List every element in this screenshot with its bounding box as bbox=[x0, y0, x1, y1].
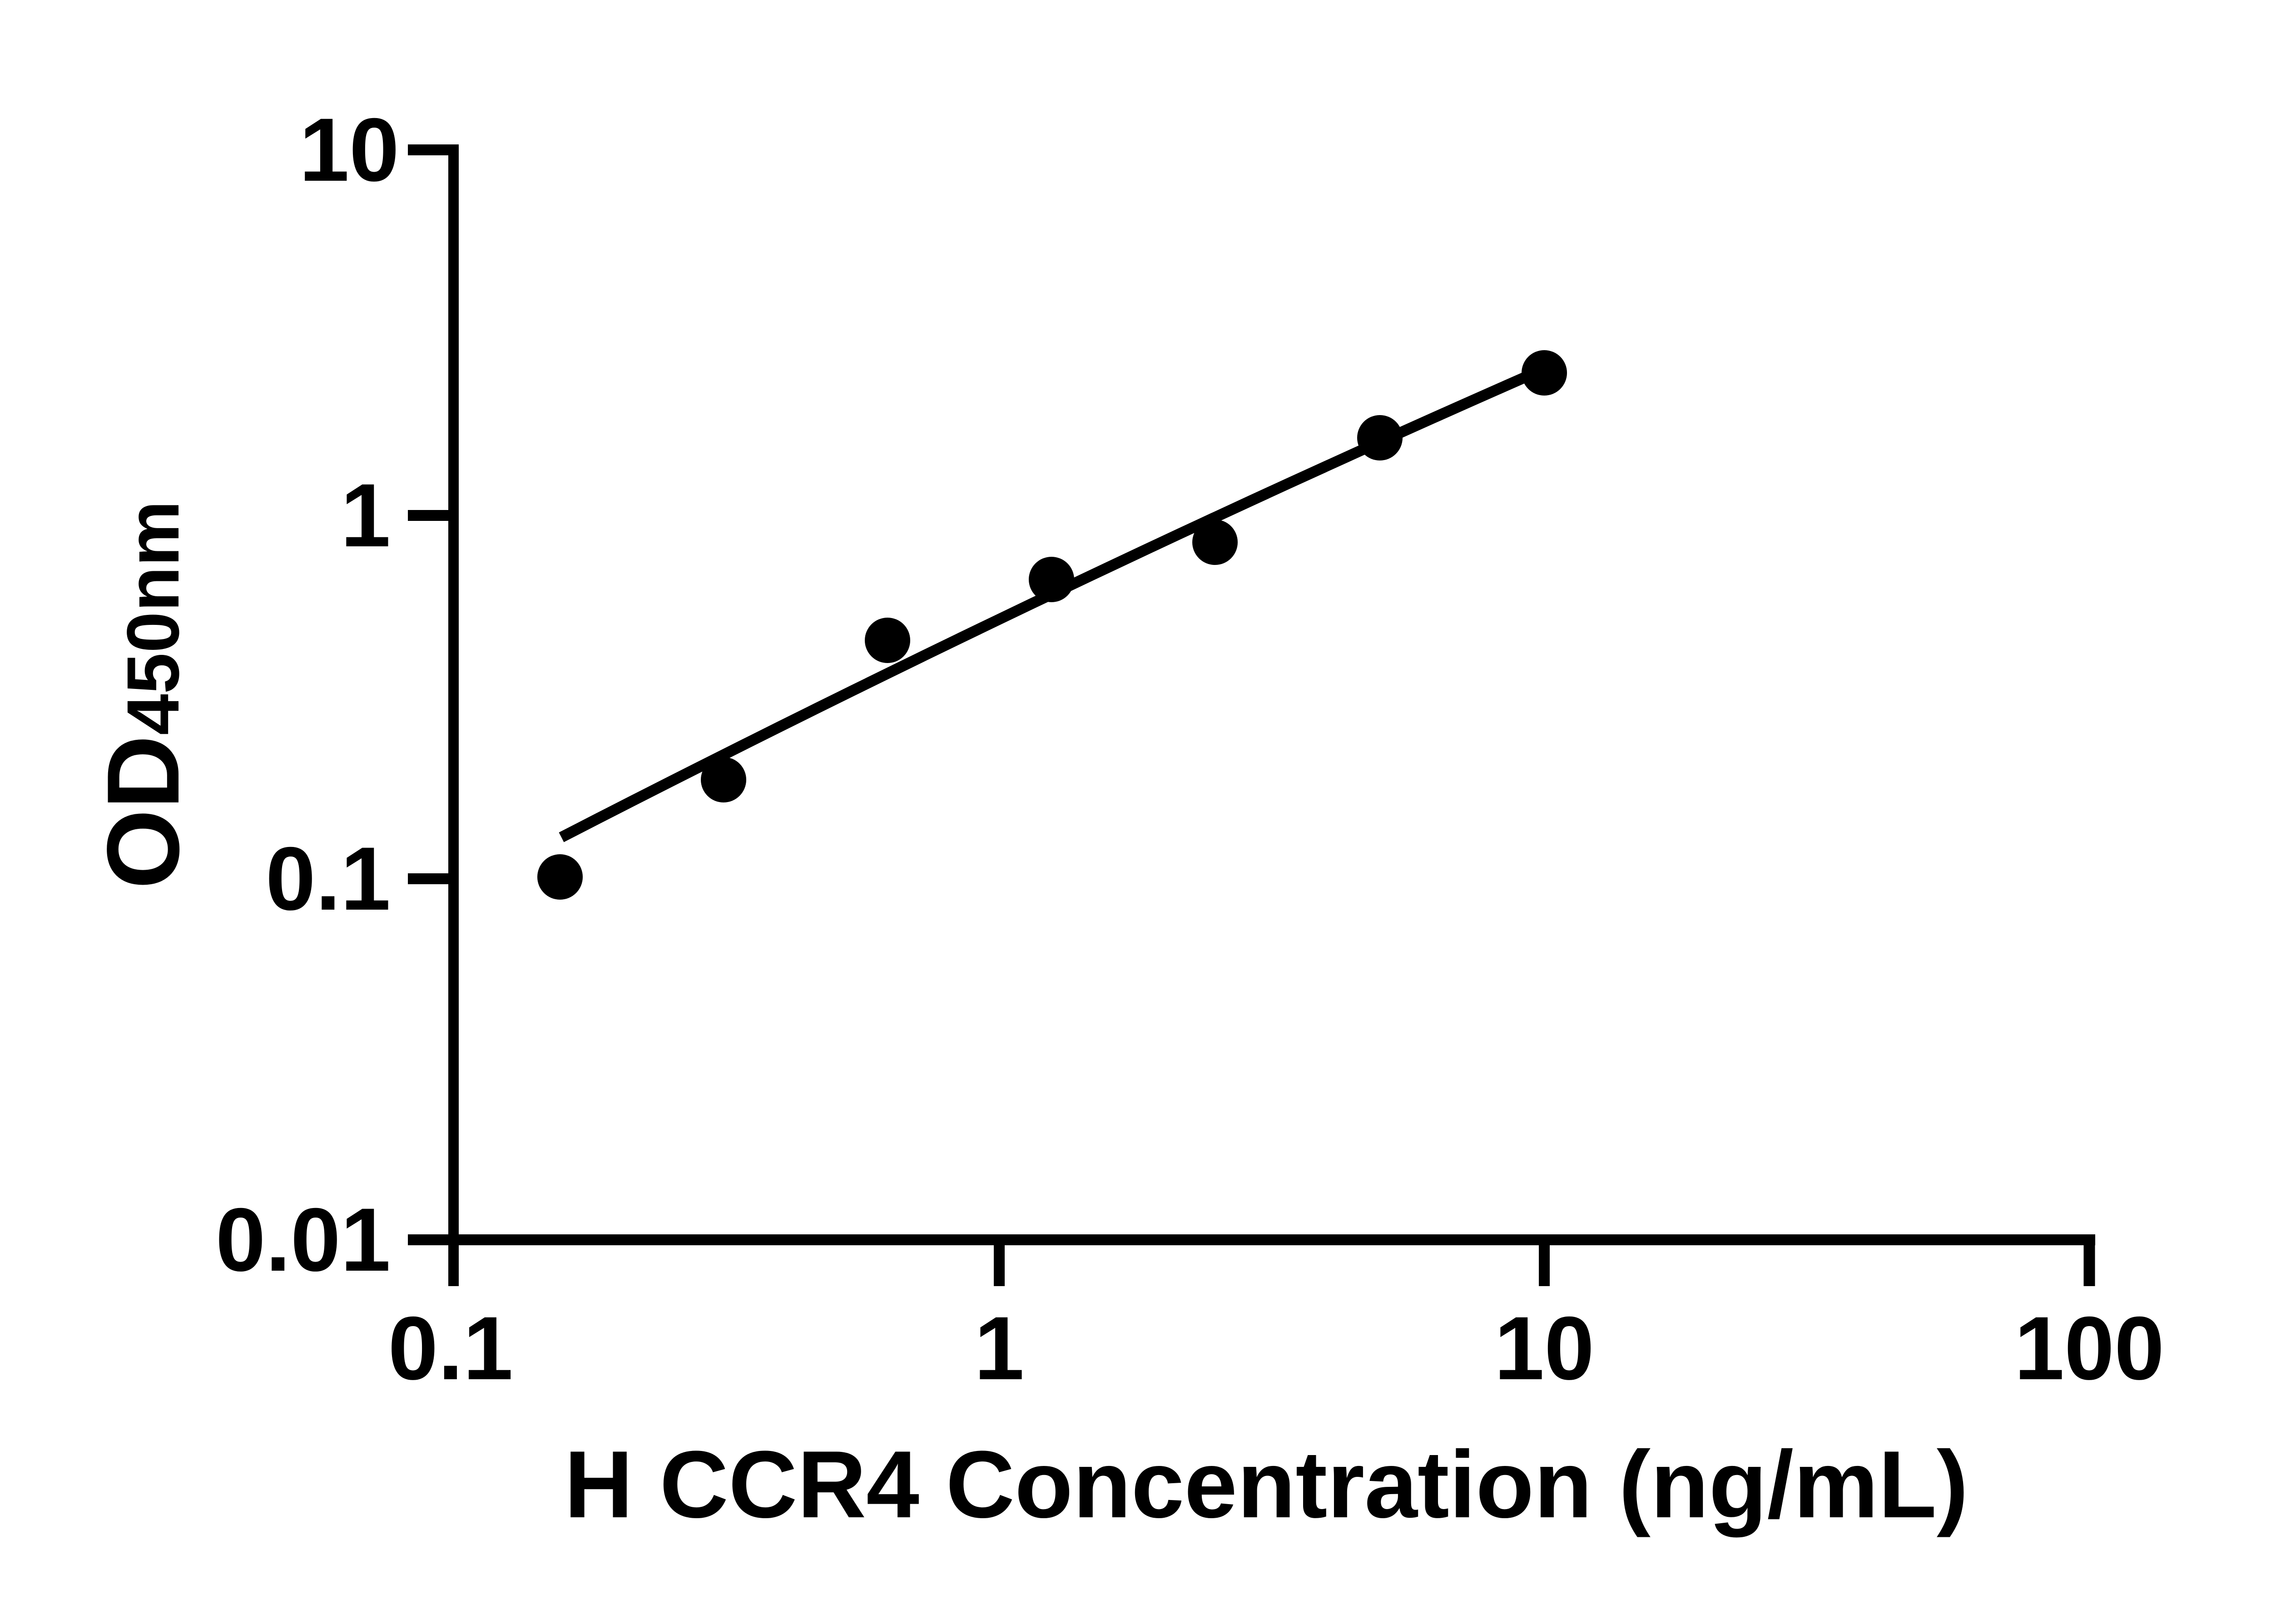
svg-text:OD450nm: OD450nm bbox=[85, 500, 200, 889]
svg-text:0.1: 0.1 bbox=[388, 1298, 513, 1398]
svg-text:10: 10 bbox=[1494, 1298, 1594, 1398]
svg-text:H CCR4 Concentration (ng/mL): H CCR4 Concentration (ng/mL) bbox=[564, 1431, 1969, 1538]
svg-text:100: 100 bbox=[2014, 1298, 2164, 1398]
svg-text:1: 1 bbox=[974, 1298, 1024, 1398]
svg-text:0.01: 0.01 bbox=[216, 1189, 391, 1290]
svg-text:1: 1 bbox=[341, 465, 391, 565]
svg-text:0.1: 0.1 bbox=[266, 828, 391, 929]
svg-text:10: 10 bbox=[299, 99, 399, 200]
